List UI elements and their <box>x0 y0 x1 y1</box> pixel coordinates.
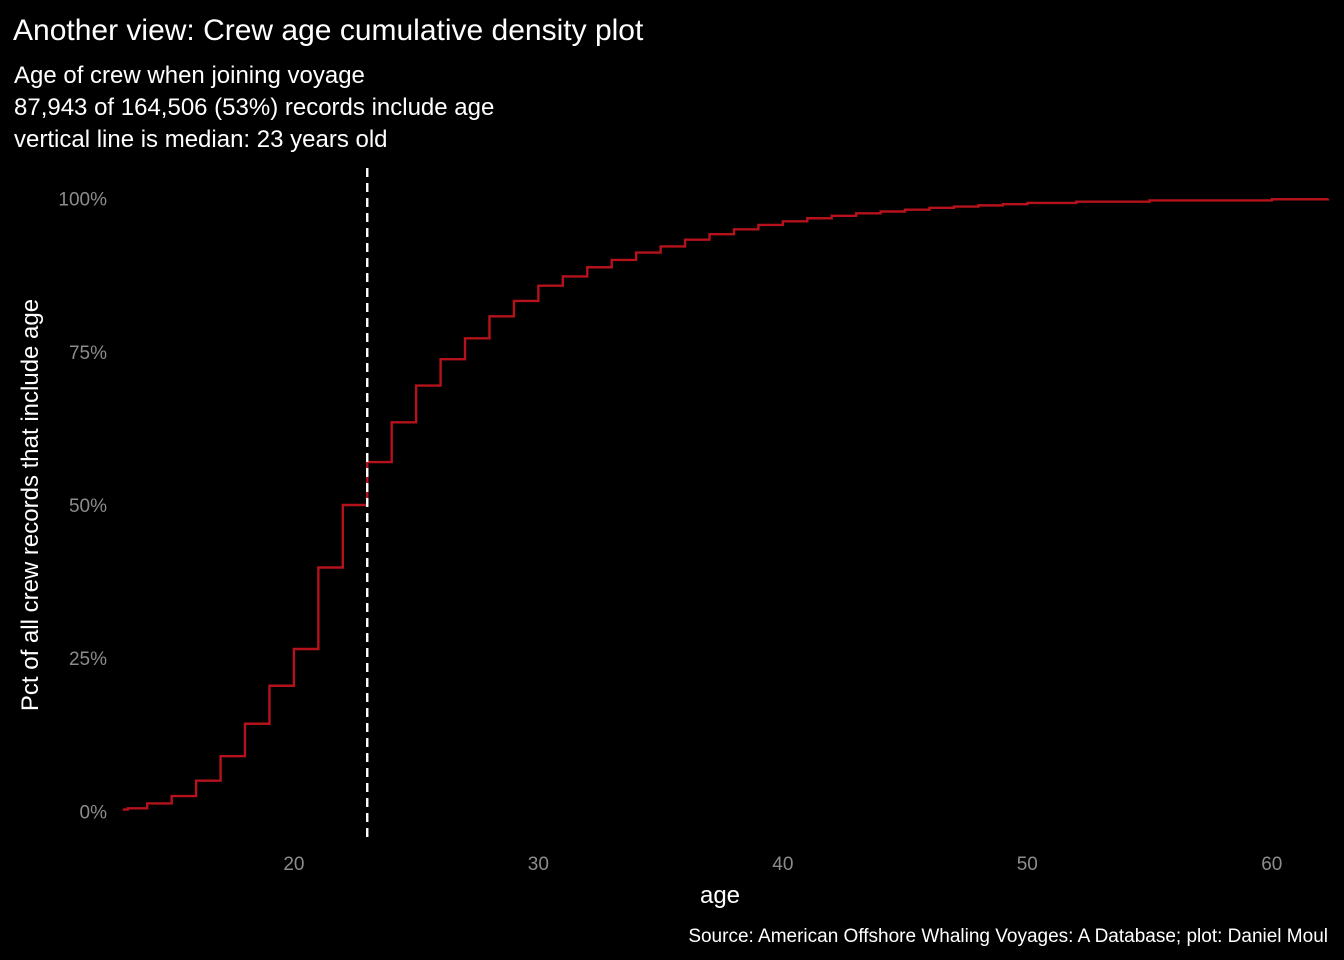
chart-subtitle-line-1: Age of crew when joining voyage <box>14 62 365 89</box>
y-tick-label: 50% <box>69 496 107 517</box>
chart-title: Another view: Crew age cumulative densit… <box>13 14 644 47</box>
x-tick-label: 20 <box>283 854 304 875</box>
y-axis-title: Pct of all crew records that include age <box>17 299 44 711</box>
x-tick-label: 40 <box>772 854 793 875</box>
chart-caption: Source: American Offshore Whaling Voyage… <box>688 926 1328 947</box>
plot-area <box>122 168 1330 842</box>
x-tick-label: 60 <box>1261 854 1282 875</box>
chart-subtitle-line-3: vertical line is median: 23 years old <box>14 126 388 153</box>
x-tick-label: 30 <box>528 854 549 875</box>
y-tick-label: 25% <box>69 649 107 670</box>
y-axis-ticks: 0% 25% 50% 75% 100% <box>58 190 107 824</box>
x-axis-title: age <box>700 882 740 909</box>
x-tick-label: 50 <box>1017 854 1038 875</box>
cdf-step-line <box>122 198 1330 811</box>
y-tick-label: 0% <box>80 802 108 823</box>
chart-subtitle-line-2: 87,943 of 164,506 (53%) records include … <box>14 94 494 121</box>
y-tick-label: 100% <box>58 190 107 211</box>
y-tick-label: 75% <box>69 343 107 364</box>
x-axis-ticks: 20 30 40 50 60 <box>283 854 1282 875</box>
